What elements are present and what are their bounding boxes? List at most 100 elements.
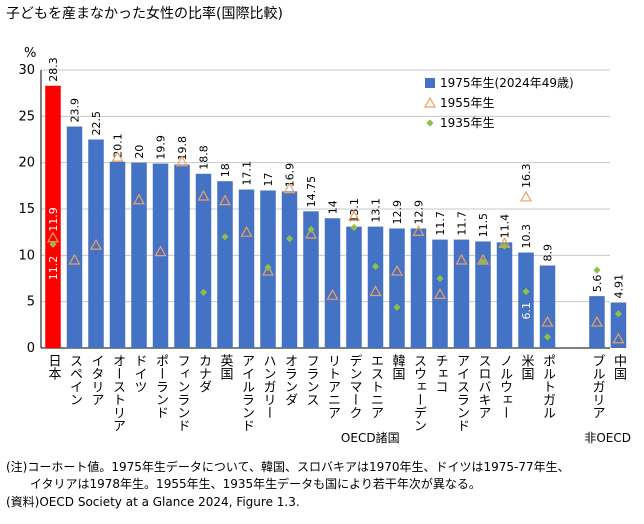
marker-1955-label: 11.9 [47,207,60,232]
marker-1955 [68,253,81,265]
marker-1955 [541,315,554,327]
x-tick-label: スロバキア [476,354,492,419]
x-tick-label: オーストリア [110,354,125,432]
bar-value-label: 11.7 [456,211,469,236]
x-tick-label: 米国 [519,354,535,380]
marker-1955 [154,245,167,257]
bar-value-label: 20 [133,145,146,159]
bar-value-label: 12.9 [413,200,426,225]
marker-1935 [49,240,57,248]
bar [195,173,212,348]
y-tick-label: 0 [27,341,35,356]
x-tick-label: アイスランド [454,354,469,432]
bar [217,181,233,348]
bar-value-label: 20.1 [112,133,125,158]
x-tick-label: スウェーデン [411,354,426,432]
marker-1935 [543,333,552,341]
y-tick-label: 20 [18,156,35,171]
marker-1935 [199,288,208,296]
x-tick-label: ブルガリア [589,353,604,419]
y-axis-unit: % [24,46,36,61]
bar-value-label: 16.9 [284,163,297,188]
bar [610,302,627,348]
bar-value-label: 17.1 [241,161,254,186]
bar [475,241,491,348]
marker-1935 [479,258,487,266]
marker-1955 [304,227,318,239]
x-tick-label: チェコ [433,354,448,393]
x-tick-label: イタリア [89,354,104,406]
marker-1955 [390,264,404,276]
bar-value-label: 23.9 [69,98,82,123]
marker-1935 [522,287,530,296]
marker-1955 [111,150,124,162]
marker-1935 [371,262,380,271]
x-tick-label: フィンランド [175,354,190,432]
x-tick-label: 英国 [218,354,234,380]
source-note: (資料)OECD Society at a Glance 2024, Figur… [6,495,300,509]
bar-value-label: 11.5 [477,213,490,238]
bar [174,164,190,348]
x-tick-label: 中国 [611,354,626,380]
bar-value-label: 10.3 [520,224,533,249]
group-label-oecd: OECD諸国 [341,430,400,445]
marker-1955 [326,288,339,300]
marker-1955 [218,194,232,206]
bar [410,228,427,348]
note-line-1: (注)コーホート値。1975年生データについて、韓国、スロバキアは1970年生、… [6,460,570,474]
marker-1955 [519,190,533,202]
y-tick-label: 5 [27,295,35,310]
x-tick-label: デンマーク [347,354,362,419]
bar [346,226,362,348]
bar-value-label: 14.75 [305,176,318,208]
marker-1955 [132,193,146,205]
bar-value-label: 19.9 [155,135,168,160]
marker-1955 [261,264,275,276]
bar [432,239,448,348]
chart-title: 子どもを産まなかった女性の比率(国際比較) [6,6,283,22]
x-tick-label: ポルトガル [540,354,555,419]
group-label-non-oecd: 非OECD [584,431,631,445]
marker-1955 [590,315,603,327]
marker-1955 [412,225,425,236]
marker-1955 [89,238,103,250]
x-tick-label: ポーランド [153,354,168,419]
marker-1955 [433,288,447,299]
marker-1935 [436,274,444,283]
y-tick-label: 15 [18,202,35,217]
bar-value-label: 28.3 [47,57,60,82]
x-tick-label: ハンガリー [261,354,276,419]
marker-1955 [240,225,253,237]
note-line-2: イタリアは1978年生。1955年生、1935年生データも国により若干年次が異な… [30,477,481,491]
bar [496,242,513,348]
legend-label-1935: 1935年生 [440,116,495,130]
bar-value-label: 17 [262,172,275,186]
bar [453,239,470,348]
bar [109,161,126,348]
marker-1935-label: 11.2 [47,256,60,281]
x-tick-label: フランス [304,354,319,406]
legend-label-1975: 1975年生(2024年49歳) [440,76,574,90]
x-tick-label: ノルウェー [497,354,512,419]
bar-value-label: 18.8 [198,145,211,170]
bar-value-label: 18 [219,163,232,177]
bar [88,139,104,348]
x-tick-label: オランダ [282,354,297,406]
marker-1955 [283,182,296,194]
marker-1935 [393,303,401,311]
bar [518,252,534,348]
bar-value-label: 22.5 [90,111,103,136]
bar [131,162,147,348]
x-tick-label: 日本 [46,354,62,380]
x-tick-label: リトアニア [325,354,340,419]
y-tick-label: 25 [18,109,35,124]
x-tick-label: スペイン [67,354,83,406]
marker-1935 [614,310,623,318]
marker-1955 [197,189,210,201]
bar-value-label: 5.6 [591,275,604,293]
marker-1935 [500,242,509,250]
bar [389,228,405,348]
bar-value-label: 8.9 [542,244,555,262]
marker-1935 [221,233,229,241]
bar [238,189,255,348]
